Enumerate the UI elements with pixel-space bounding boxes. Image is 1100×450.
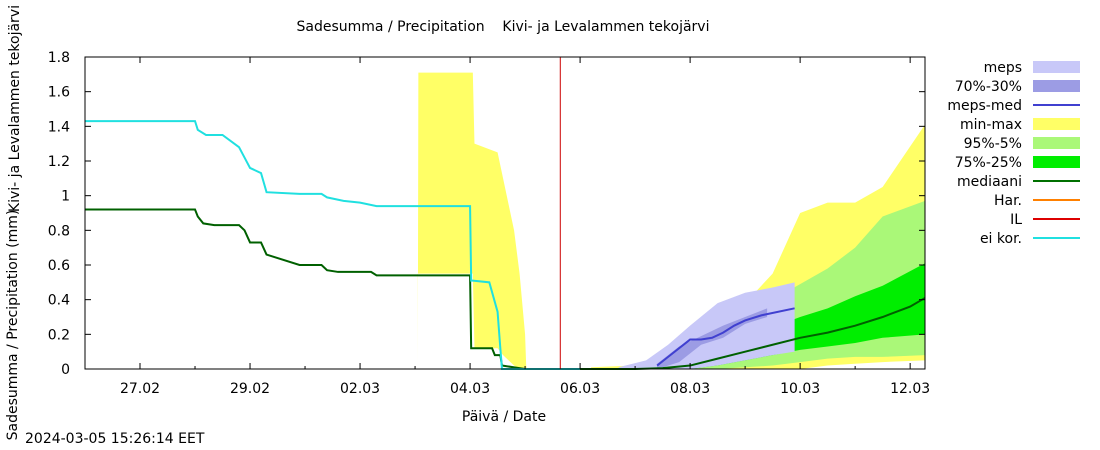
y-tick-label: 0 — [61, 362, 70, 378]
legend-label: meps-med — [947, 98, 1022, 114]
legend-swatch — [1033, 118, 1080, 130]
legend-swatch — [1033, 137, 1080, 149]
x-tick-label: 04.03 — [450, 381, 490, 397]
y-tick-label: 1.4 — [48, 119, 70, 135]
legend-swatch — [1033, 61, 1080, 73]
x-tick-label: 10.03 — [780, 381, 820, 397]
y-tick-label: 0.8 — [48, 223, 70, 239]
y-tick-label: 1.6 — [48, 85, 70, 101]
legend-label: 95%-5% — [964, 136, 1022, 152]
line-ei-kor- — [85, 120, 581, 370]
y-axis-label-inner: Kivi- ja Levalammen tekojärvi — [7, 5, 23, 212]
x-tick-label: 02.03 — [340, 381, 380, 397]
chart-title: Sadesumma / Precipitation Kivi- ja Leval… — [297, 19, 710, 35]
x-tick-label: 12.03 — [890, 381, 930, 397]
y-axis-label-outer: Sadesumma / Precipitation (mm) — [5, 210, 21, 441]
legend-label: Har. — [994, 193, 1022, 209]
legend-swatch — [1033, 156, 1080, 168]
x-axis-label: Päivä / Date — [462, 409, 546, 425]
y-tick-label: 1 — [61, 189, 70, 205]
y-tick-label: 1.2 — [48, 154, 70, 170]
legend-swatch — [1033, 80, 1080, 92]
legend-label: IL — [1010, 212, 1022, 228]
x-tick-label: 27.02 — [120, 381, 160, 397]
band-min-max — [417, 72, 527, 369]
band-75-25- — [635, 263, 925, 369]
line-meps-med — [656, 307, 795, 367]
legend-label: 75%-25% — [955, 155, 1022, 171]
y-tick-label: 0.6 — [48, 258, 70, 274]
legend-label: mediaani — [957, 174, 1022, 190]
y-tick-label: 0.4 — [48, 293, 70, 309]
line-mediaani — [85, 208, 926, 370]
legend-label: meps — [984, 60, 1022, 76]
legend-label: min-max — [960, 117, 1022, 133]
legend-label: ei kor. — [980, 231, 1022, 247]
legend-label: 70%-30% — [955, 79, 1022, 95]
x-tick-label: 29.02 — [230, 381, 270, 397]
x-tick-label: 06.03 — [560, 381, 600, 397]
y-tick-label: 0.2 — [48, 327, 70, 343]
plot-frame — [84, 56, 926, 370]
timestamp: 2024-03-05 15:26:14 EET — [25, 431, 205, 447]
legend: meps 70%-30% meps-med min-max 95%-5% 75%-25% m… — [947, 60, 1080, 247]
band-meps — [618, 282, 795, 369]
x-tick-label: 08.03 — [670, 381, 710, 397]
y-tick-label: 1.8 — [48, 50, 70, 66]
